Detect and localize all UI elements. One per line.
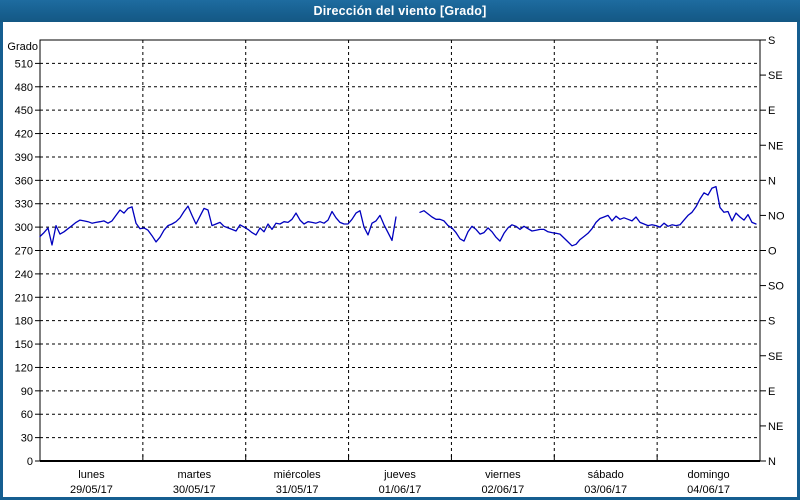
y-left-tick-label: 120 (15, 362, 33, 374)
day-date-label: 29/05/17 (70, 484, 113, 496)
wind-direction-line (39, 205, 397, 246)
y-axis-title: Grado (7, 41, 38, 53)
wind-direction-line (419, 185, 757, 247)
y-left-tick-label: 270 (15, 246, 33, 258)
day-date-label: 04/06/17 (687, 484, 730, 496)
y-right-tick-label: SO (768, 281, 784, 293)
y-right-tick-label: SE (768, 351, 783, 363)
y-left-tick-label: 360 (15, 175, 33, 187)
y-left-tick-label: 420 (15, 129, 33, 141)
day-name-label: domingo (687, 469, 729, 481)
y-left-tick-label: 90 (21, 386, 33, 398)
y-right-tick-label: E (768, 105, 775, 117)
y-axis-left: 0 30 60 90 120 150 180 210 240 270 300 330 360 390 420… (7, 41, 40, 468)
y-axis-right: N NE E SE S SO O NO N NE E SE S (760, 35, 785, 468)
day-name-label: miércoles (274, 469, 322, 481)
y-right-tick-label: N (768, 456, 776, 468)
y-left-tick-label: 330 (15, 199, 33, 211)
y-left-tick-label: 300 (15, 222, 33, 234)
y-left-tick-label: 240 (15, 269, 33, 281)
y-right-tick-label: S (768, 316, 775, 328)
chart-title-bar: Dirección del viento [Grado] (0, 0, 800, 22)
day-name-label: jueves (383, 469, 416, 481)
data-series (39, 185, 757, 247)
x-axis: lunes 29/05/17 martes 30/05/17 miércoles 31/0… (70, 455, 730, 496)
day-date-label: 03/06/17 (584, 484, 627, 496)
day-date-label: 02/06/17 (481, 484, 524, 496)
y-left-tick-label: 30 (21, 433, 33, 445)
day-date-label: 31/05/17 (276, 484, 319, 496)
day-name-label: martes (177, 469, 211, 481)
y-right-tick-label: O (768, 246, 777, 258)
day-name-label: sábado (588, 469, 624, 481)
gridlines (40, 40, 760, 461)
day-date-label: 01/06/17 (379, 484, 422, 496)
day-date-label: 30/05/17 (173, 484, 216, 496)
y-left-tick-label: 450 (15, 105, 33, 117)
y-left-tick-label: 0 (27, 456, 33, 468)
chart-title: Dirección del viento [Grado] (313, 4, 487, 18)
y-left-tick-label: 150 (15, 339, 33, 351)
day-name-label: lunes (78, 469, 105, 481)
y-right-tick-label: E (768, 386, 775, 398)
y-right-tick-label: SE (768, 70, 783, 82)
y-right-tick-label: NE (768, 140, 783, 152)
y-right-tick-label: NE (768, 421, 783, 433)
y-right-tick-label: S (768, 35, 775, 47)
y-left-tick-label: 510 (15, 58, 33, 70)
day-name-label: viernes (485, 469, 521, 481)
y-right-tick-label: NO (768, 210, 785, 222)
y-left-tick-label: 210 (15, 292, 33, 304)
y-left-tick-label: 60 (21, 409, 33, 421)
y-left-tick-label: 180 (15, 316, 33, 328)
y-right-tick-label: N (768, 175, 776, 187)
y-left-tick-label: 480 (15, 82, 33, 94)
y-left-tick-label: 390 (15, 152, 33, 164)
